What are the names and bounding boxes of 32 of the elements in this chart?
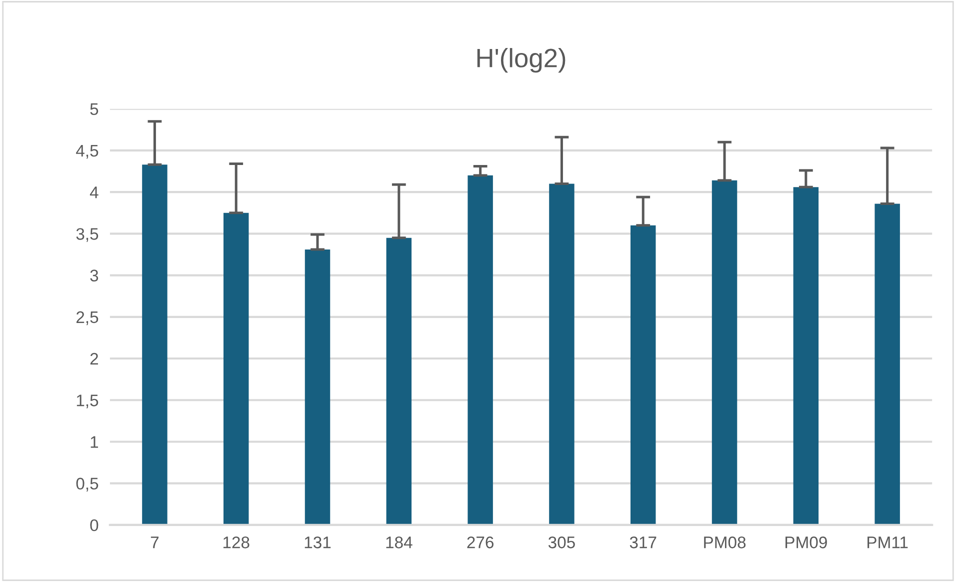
bar	[223, 212, 249, 525]
x-tick-label: 317	[630, 536, 656, 548]
bar	[142, 164, 168, 525]
y-tick-label: 5	[90, 103, 98, 116]
y-tick-label: 3,5	[76, 228, 98, 242]
x-tick-label: PM11	[868, 536, 908, 548]
x-tick-label: PM08	[704, 536, 746, 548]
x-tick-label: 184	[386, 536, 412, 548]
y-tick-label: 1	[90, 436, 98, 448]
x-tick-label: 7	[150, 536, 159, 548]
x-tick-label: PM09	[786, 536, 827, 548]
chart-title: H'(log2)	[477, 48, 566, 73]
y-tick-label: 2,5	[76, 311, 98, 326]
x-tick-label: 305	[548, 536, 575, 548]
bar	[793, 187, 819, 525]
y-tick-label: 0	[90, 519, 98, 532]
y-tick-label: 4,5	[76, 145, 98, 159]
y-tick-label: 1,5	[76, 394, 98, 408]
bar	[874, 204, 900, 525]
y-tick-label: 3	[90, 270, 98, 282]
y-tick-label: 4	[90, 186, 98, 198]
bar	[712, 180, 738, 525]
x-tick-label: 276	[467, 536, 494, 548]
bar	[386, 238, 412, 525]
x-tick-label: 128	[223, 536, 250, 548]
y-tick-label: 0,5	[76, 478, 98, 492]
bar	[468, 175, 493, 525]
bar	[630, 225, 656, 525]
bar	[549, 184, 574, 525]
x-tick-label: 131	[304, 536, 331, 548]
y-tick-label: 2	[90, 352, 98, 365]
bar	[304, 249, 330, 525]
